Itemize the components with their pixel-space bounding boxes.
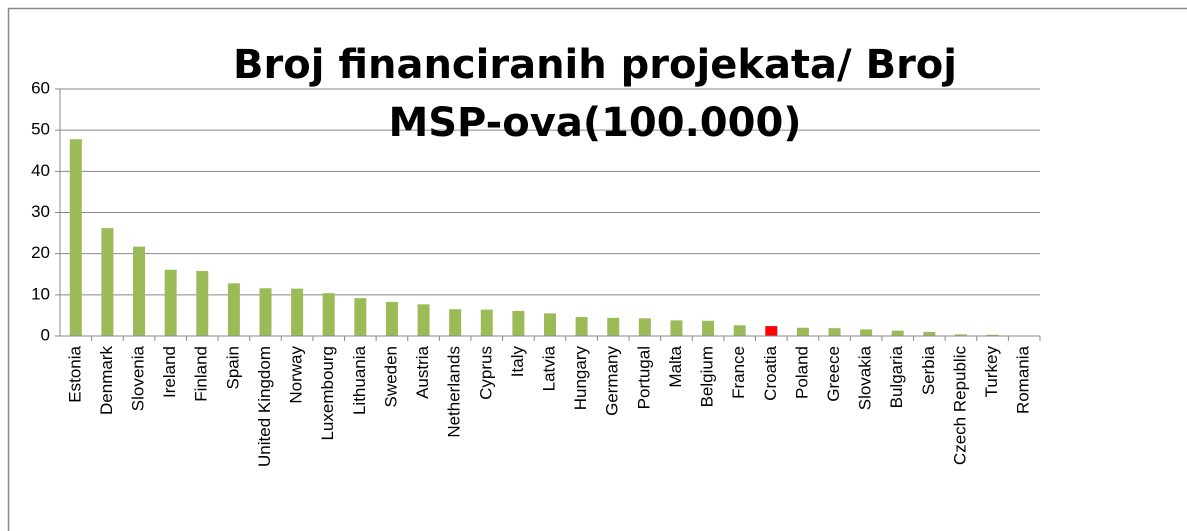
- bar: [227, 283, 240, 336]
- y-tick-label: 20: [31, 243, 50, 262]
- x-tick-label: Turkey: [982, 346, 1001, 398]
- bar: [986, 334, 999, 336]
- x-tick-label: Sweden: [381, 346, 400, 407]
- x-tick-label: Luxembourg: [318, 346, 337, 441]
- bar: [322, 293, 335, 336]
- bar: [891, 330, 904, 336]
- x-tick-label: Estonia: [65, 345, 84, 402]
- x-tick-label: Ireland: [160, 346, 179, 398]
- y-tick-label: 40: [31, 161, 50, 180]
- x-tick-label: United Kingdom: [255, 346, 274, 467]
- x-tick-label: Norway: [287, 346, 306, 404]
- bar: [133, 246, 146, 336]
- bar: [796, 327, 809, 336]
- bar: [69, 139, 82, 336]
- bar: [101, 228, 114, 336]
- x-tick-label: Cyprus: [476, 346, 495, 400]
- x-tick-label: Austria: [413, 345, 432, 398]
- x-tick-label: Italy: [508, 346, 527, 378]
- x-tick-label: Czech Republic: [950, 346, 969, 466]
- y-tick-label: 30: [31, 202, 50, 221]
- bar: [923, 331, 936, 336]
- x-tick-label: Bulgaria: [887, 345, 906, 408]
- x-tick-label: Netherlands: [445, 346, 464, 438]
- bar: [670, 320, 683, 336]
- bar: [354, 298, 367, 336]
- bar: [638, 318, 651, 336]
- bar: [385, 301, 398, 336]
- x-tick-label: Serbia: [919, 345, 938, 395]
- bar: [512, 310, 525, 336]
- bar: [196, 270, 209, 336]
- x-tick-label: Portugal: [634, 346, 653, 409]
- bar: [544, 313, 556, 336]
- bar: [702, 320, 715, 336]
- x-tick-label: Malta: [666, 345, 685, 387]
- x-tick-label: Denmark: [97, 346, 116, 415]
- x-tick-label: Spain: [223, 346, 242, 389]
- x-tick-label: Germany: [603, 346, 622, 416]
- bar: [607, 317, 620, 336]
- x-tick-label: Greece: [824, 346, 843, 402]
- y-tick-label: 0: [41, 325, 50, 344]
- x-tick-label: Latvia: [539, 345, 558, 391]
- x-tick-label: Finland: [192, 346, 211, 402]
- x-tick-label: Slovakia: [856, 345, 875, 410]
- bar: [860, 329, 873, 336]
- x-tick-label: Slovenia: [129, 345, 148, 411]
- bar: [164, 269, 177, 336]
- bar: [259, 288, 272, 336]
- x-tick-label: Lithuania: [350, 345, 369, 415]
- bar: [291, 288, 304, 336]
- bar: [575, 317, 588, 336]
- x-tick-label: Croatia: [761, 345, 780, 400]
- x-tick-label: Poland: [792, 346, 811, 399]
- bar: [480, 309, 493, 336]
- x-tick-label: Hungary: [571, 346, 590, 411]
- x-tick-label: Belgium: [698, 346, 717, 407]
- x-tick-label: France: [729, 346, 748, 399]
- bar: [449, 309, 462, 336]
- bar: [733, 325, 746, 336]
- bar: [954, 334, 967, 336]
- chart-title: Broj financiranih projekata/ Broj MSP-ov…: [233, 42, 957, 146]
- bar: [828, 328, 841, 336]
- x-tick-label: Romania: [1014, 345, 1033, 414]
- y-tick-label: 50: [31, 120, 50, 139]
- y-tick-label: 10: [31, 284, 50, 303]
- bar: [417, 304, 430, 336]
- chart-frame: [7, 7, 1187, 531]
- bar: [765, 326, 778, 336]
- y-tick-label: 60: [31, 78, 50, 97]
